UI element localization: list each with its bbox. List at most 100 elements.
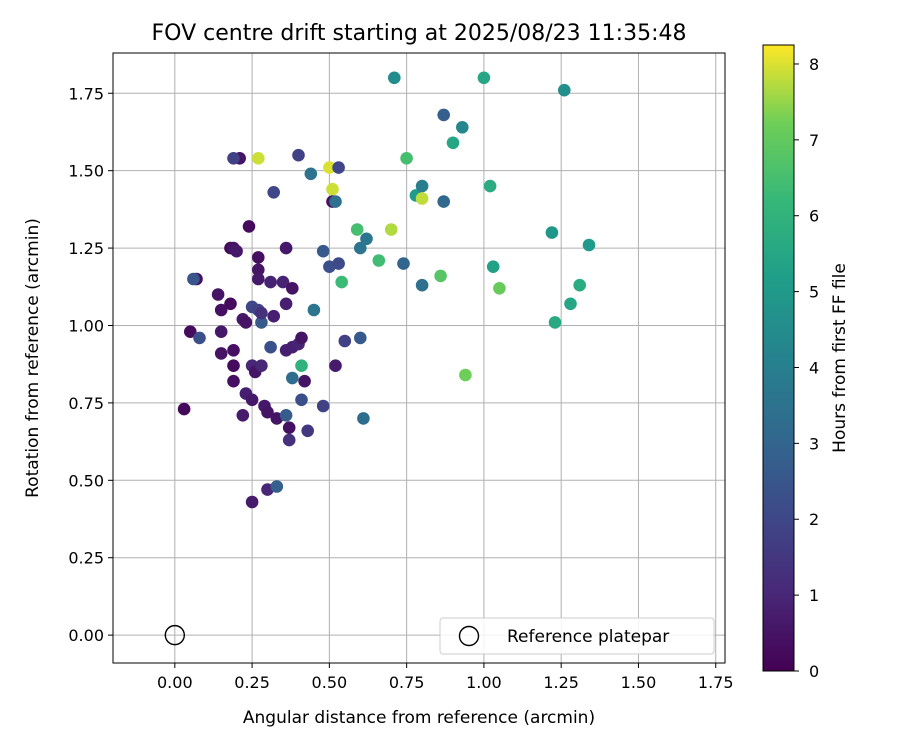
data-point	[304, 167, 318, 181]
y-tick-label: 0.25	[68, 549, 104, 568]
data-point	[335, 275, 349, 289]
data-point	[332, 257, 345, 270]
y-axis-ticks: 0.00 0.25 0.50 0.75 1.00 1.25 1.50 1.75	[68, 84, 113, 645]
data-point	[187, 272, 200, 286]
data-point	[372, 254, 386, 267]
x-tick-label: 1.75	[698, 673, 734, 692]
colorbar-label: Hours from first FF file	[830, 263, 850, 453]
data-point	[261, 405, 274, 419]
data-point	[456, 121, 469, 134]
data-point	[307, 303, 321, 317]
data-point	[493, 282, 506, 295]
data-point	[242, 220, 256, 233]
data-point	[264, 275, 277, 289]
colorbar-ticks: 0 1 2 3 4 5 6 7 8	[794, 55, 819, 681]
data-point	[295, 331, 308, 345]
data-point	[329, 195, 342, 208]
data-point	[397, 257, 410, 270]
legend-marker-hollow-circle	[458, 625, 480, 647]
x-axis-ticks: 0.00 0.25 0.50 0.75 1.00 1.25 1.50 1.75	[157, 663, 734, 692]
grid-lines	[113, 53, 725, 663]
x-tick-label: 0.25	[234, 673, 270, 692]
data-point	[251, 263, 265, 277]
data-point	[354, 331, 367, 345]
data-point	[316, 399, 330, 413]
data-points	[177, 71, 596, 509]
data-point	[279, 297, 293, 311]
data-point	[558, 83, 571, 97]
data-point	[251, 272, 265, 286]
data-point	[276, 275, 290, 289]
data-point	[193, 331, 206, 345]
colorbar-tick-label: 8	[809, 55, 819, 74]
data-point	[295, 359, 308, 373]
data-point	[230, 244, 243, 258]
colorbar-tick-label: 4	[809, 358, 819, 377]
data-point	[245, 393, 259, 407]
data-point	[286, 371, 299, 385]
data-point	[400, 152, 413, 165]
data-point	[354, 241, 367, 255]
y-tick-label: 1.00	[68, 316, 104, 335]
data-point	[227, 152, 240, 165]
data-point	[267, 186, 281, 199]
chart-title: FOV centre drift starting at 2025/08/23 …	[152, 21, 687, 46]
data-point	[323, 161, 336, 174]
data-point	[282, 421, 296, 435]
legend-box	[439, 617, 715, 655]
colorbar-tick-label: 7	[809, 131, 819, 150]
data-point	[264, 340, 277, 354]
data-point	[459, 368, 472, 382]
data-point	[224, 297, 237, 311]
data-point	[251, 152, 265, 165]
colorbar-tick-label: 6	[809, 207, 819, 226]
colorbar-tick-label: 0	[809, 662, 819, 681]
data-point	[483, 179, 497, 193]
data-point	[486, 260, 500, 274]
data-point	[298, 374, 311, 388]
x-axis-label: Angular distance from reference (arcmin)	[243, 708, 595, 728]
data-point	[236, 409, 250, 422]
plot-frame	[112, 52, 726, 664]
y-tick-label: 0.75	[68, 394, 104, 413]
data-point	[415, 179, 429, 193]
data-point	[255, 359, 268, 373]
legend: Reference platepar	[439, 617, 715, 655]
data-point	[279, 241, 293, 255]
data-point	[477, 71, 491, 85]
y-tick-label: 1.25	[68, 239, 104, 258]
data-point	[177, 402, 191, 416]
data-point	[211, 288, 225, 301]
x-tick-label: 0.50	[312, 673, 348, 692]
data-point	[357, 412, 370, 425]
data-point	[214, 303, 228, 317]
data-point	[245, 495, 259, 509]
data-point	[279, 409, 293, 422]
data-point	[564, 297, 577, 311]
colorbar-tick-label: 2	[809, 510, 819, 529]
data-point	[227, 344, 240, 357]
data-point	[415, 278, 429, 292]
y-axis-label: Rotation from reference (arcmin)	[23, 218, 43, 498]
colorbar-tick-label: 1	[809, 586, 819, 605]
colorbar-gradient	[762, 44, 795, 672]
data-point	[251, 251, 265, 264]
data-point	[295, 393, 308, 407]
legend-label: Reference platepar	[507, 627, 669, 647]
data-point	[227, 374, 240, 388]
reference-platepar-marker	[164, 624, 186, 646]
data-point	[184, 325, 197, 339]
x-tick-label: 1.00	[466, 673, 502, 692]
data-point	[437, 195, 451, 208]
data-point	[326, 182, 339, 196]
x-tick-label: 0.75	[389, 673, 425, 692]
data-point	[388, 71, 401, 85]
data-point	[214, 325, 228, 339]
data-point	[227, 359, 240, 373]
colorbar-tick-label: 3	[809, 434, 819, 453]
data-point	[255, 316, 268, 329]
data-point	[434, 269, 447, 283]
data-point	[286, 282, 299, 295]
y-tick-label: 0.00	[68, 626, 104, 645]
